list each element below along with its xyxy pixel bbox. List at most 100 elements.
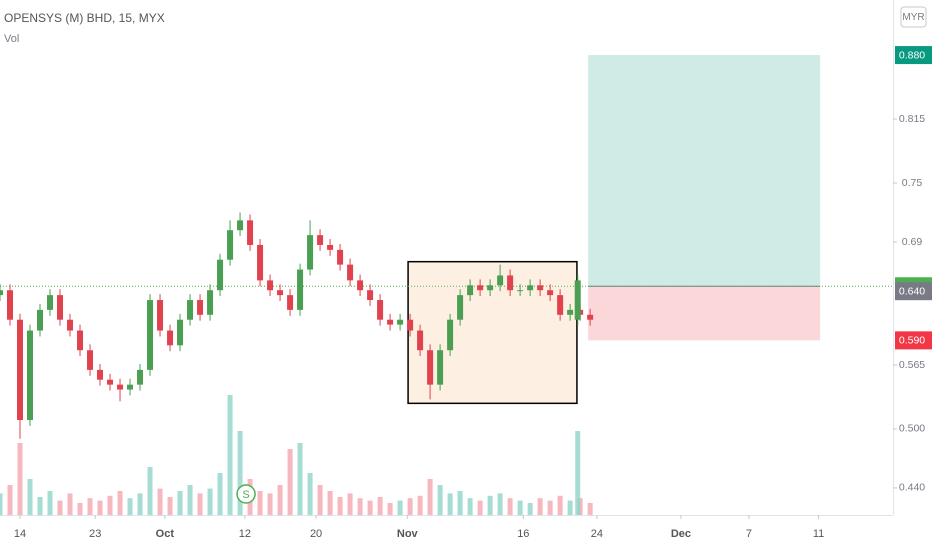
- volume-bar: [467, 498, 473, 515]
- candle-body: [47, 295, 54, 310]
- candle-body: [457, 295, 464, 320]
- volume-bar: [327, 491, 333, 515]
- volume-bar: [557, 495, 563, 515]
- candle-body: [307, 235, 314, 270]
- price-label: 0.880: [899, 49, 925, 61]
- volume-bar: [497, 493, 503, 515]
- volume-bar: [187, 485, 193, 515]
- x-tick-label: 12: [239, 528, 251, 540]
- y-tick-label: 0.69: [902, 236, 923, 248]
- volume-bar: [297, 443, 303, 515]
- candle-body: [407, 319, 414, 331]
- candle-body: [557, 295, 564, 315]
- candle-body: [97, 369, 104, 380]
- profit-zone: [588, 55, 821, 287]
- x-tick-label: 7: [746, 528, 752, 540]
- x-tick-label: 24: [591, 528, 603, 540]
- candle-body: [17, 319, 24, 421]
- stop-zone: [588, 286, 821, 341]
- volume-bar: [587, 503, 593, 515]
- candle-body: [0, 290, 3, 296]
- volume-bar: [257, 491, 263, 515]
- volume-bar: [217, 473, 223, 515]
- volume-bar: [37, 497, 43, 515]
- candle-body: [447, 319, 454, 351]
- volume-bar: [387, 503, 393, 515]
- chart-title: OPENSYS (M) BHD, 15, MYX: [4, 11, 165, 25]
- volume-bar: [487, 495, 493, 515]
- plot: [0, 55, 893, 515]
- x-tick-label: Nov: [397, 528, 419, 540]
- x-tick-label: Dec: [671, 528, 691, 540]
- candle-body: [507, 275, 514, 291]
- volume-bar: [527, 503, 533, 515]
- candle-body: [327, 244, 334, 250]
- volume-bar: [137, 493, 143, 515]
- volume-bar: [567, 500, 573, 515]
- volume-bar: [397, 500, 403, 515]
- y-tick-label: 0.565: [899, 359, 925, 371]
- candle-body: [57, 295, 64, 320]
- candle-body: [297, 269, 304, 310]
- candle-body: [227, 230, 234, 260]
- volume-bar: [117, 491, 123, 515]
- candle-body: [547, 290, 554, 296]
- volume-bar: [427, 479, 433, 515]
- volume-bar: [207, 488, 213, 515]
- candle-body: [267, 280, 274, 291]
- x-tick-label: 20: [310, 528, 322, 540]
- candle-body: [567, 309, 574, 315]
- candle-body: [467, 285, 474, 296]
- candle-body: [367, 290, 374, 301]
- volume-bar: [547, 500, 553, 515]
- volume-bar: [267, 493, 273, 515]
- candle-body: [377, 300, 384, 320]
- x-tick-label: 23: [89, 528, 101, 540]
- candle-body: [237, 220, 244, 231]
- candle-body: [487, 285, 494, 291]
- candle-body: [287, 295, 294, 310]
- volume-bar: [357, 498, 363, 515]
- candle-body: [37, 309, 44, 331]
- volume-bar: [337, 497, 343, 515]
- volume-bar: [237, 431, 243, 515]
- volume-bar: [575, 431, 581, 515]
- volume-bar: [287, 449, 293, 515]
- highlight-box: [407, 260, 578, 405]
- candle-body: [357, 280, 364, 291]
- volume-bar: [0, 493, 3, 515]
- candle-body: [347, 264, 354, 281]
- x-tick-label: Oct: [156, 528, 175, 540]
- candle-body: [197, 300, 204, 315]
- volume-bar: [127, 498, 133, 515]
- volume-bar: [507, 498, 513, 515]
- candle-body: [477, 285, 484, 291]
- x-tick-label: 14: [14, 528, 26, 540]
- candle-body: [427, 350, 434, 385]
- candle-body: [527, 285, 534, 291]
- candle-body: [387, 319, 394, 325]
- price-label: 0.590: [899, 335, 925, 347]
- candle-body: [247, 220, 254, 245]
- candle-body: [587, 314, 594, 320]
- volume-bar: [537, 498, 543, 515]
- candle-body: [67, 319, 74, 331]
- volume-bar: [177, 491, 183, 515]
- volume-bar: [107, 495, 113, 515]
- price-label-box: [895, 46, 932, 65]
- candle-body: [87, 350, 94, 370]
- volume-label: Vol: [4, 33, 19, 45]
- candle-body: [147, 300, 154, 370]
- volume-bar: [147, 467, 153, 515]
- currency-button[interactable]: [900, 6, 927, 28]
- candle-body: [7, 290, 14, 320]
- volume-bar: [7, 485, 13, 515]
- candle-body: [317, 235, 324, 245]
- volume-bar: [307, 473, 313, 515]
- volume-bar: [377, 497, 383, 515]
- volume-bar: [417, 495, 423, 515]
- volume-bar: [87, 498, 93, 515]
- volume-bar: [167, 497, 173, 515]
